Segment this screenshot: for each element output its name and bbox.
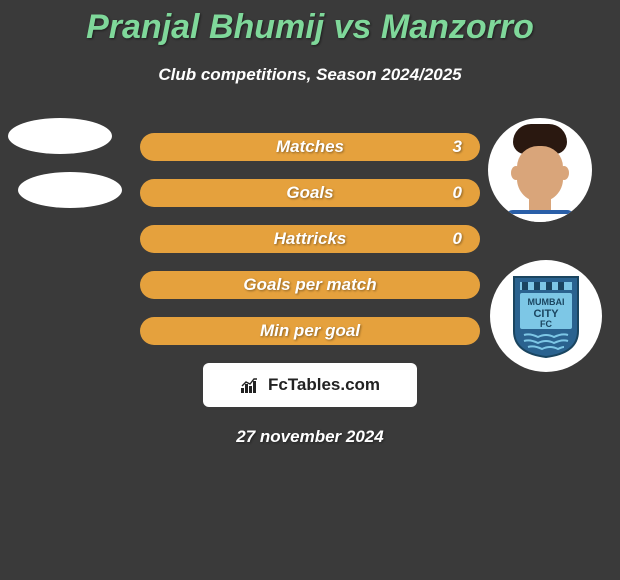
player-right-club-badge: MUMBAI CITY FC bbox=[490, 260, 602, 372]
stat-row-matches: Matches 3 bbox=[140, 133, 480, 161]
stat-row-min-per-goal: Min per goal bbox=[140, 317, 480, 345]
bars-icon bbox=[240, 376, 260, 394]
stat-label: Hattricks bbox=[274, 229, 347, 249]
stat-label: Min per goal bbox=[260, 321, 360, 341]
player-face-icon bbox=[495, 124, 585, 222]
stat-label: Goals per match bbox=[243, 275, 376, 295]
footer-brand-text: FcTables.com bbox=[268, 375, 380, 395]
stat-row-goals-per-match: Goals per match bbox=[140, 271, 480, 299]
badge-text-fc: FC bbox=[540, 319, 552, 329]
page-subtitle: Club competitions, Season 2024/2025 bbox=[0, 65, 620, 85]
player-right-avatar bbox=[488, 118, 592, 222]
stat-value-right: 3 bbox=[453, 137, 462, 157]
footer-date: 27 november 2024 bbox=[0, 427, 620, 447]
stat-label: Goals bbox=[286, 183, 333, 203]
stat-label: Matches bbox=[276, 137, 344, 157]
player-left-club-badge bbox=[18, 172, 122, 208]
page-title: Pranjal Bhumij vs Manzorro bbox=[0, 0, 620, 47]
stat-value-right: 0 bbox=[453, 183, 462, 203]
player-left-avatar bbox=[8, 118, 112, 154]
badge-text-mumbai: MUMBAI bbox=[528, 297, 565, 307]
stat-value-right: 0 bbox=[453, 229, 462, 249]
stat-row-hattricks: Hattricks 0 bbox=[140, 225, 480, 253]
footer-brand-box[interactable]: FcTables.com bbox=[203, 363, 417, 407]
stat-row-goals: Goals 0 bbox=[140, 179, 480, 207]
mumbai-city-badge-icon: MUMBAI CITY FC bbox=[510, 273, 582, 359]
footer-brand: FcTables.com bbox=[240, 375, 380, 395]
